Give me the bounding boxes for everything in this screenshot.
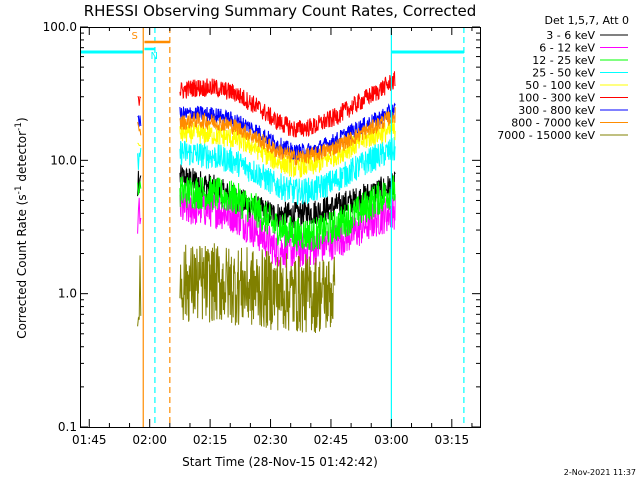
y-axis: 0.1 1.0 10.0 100.0: [43, 20, 480, 434]
x-axis: 01:45 02:00 02:15 02:30 02:45 03:00 03:15: [72, 27, 473, 447]
legend-label: 12 - 25 keV: [532, 54, 595, 67]
series-line-1: [179, 190, 396, 268]
footer-timestamp: 2-Nov-2021 11:37: [564, 468, 636, 477]
x-tick-label: 03:00: [374, 433, 409, 447]
x-tick-label: 03:15: [435, 433, 470, 447]
legend-header: Det 1,5,7, Att 0: [545, 14, 629, 27]
legend-label: 7000 - 15000 keV: [497, 129, 595, 142]
legend-label: 3 - 6 keV: [546, 29, 595, 42]
y-axis-label-main: Corrected Count Rate (s: [15, 194, 29, 338]
series-line-3: [179, 136, 396, 205]
series-pre-gap-3: [137, 148, 142, 170]
series-pre-gap-7: [137, 121, 142, 136]
y-tick-label: 10.0: [50, 153, 77, 167]
chart-title: RHESSI Observing Summary Count Rates, Co…: [84, 2, 477, 20]
x-tick-label: 01:45: [72, 433, 107, 447]
y-tick-label: 0.1: [58, 420, 77, 434]
plot-area: SN: [80, 27, 465, 427]
y-axis-label-sup2: -1: [14, 122, 24, 131]
x-tick-label: 02:15: [193, 433, 228, 447]
series-pre-gap-2: [137, 181, 142, 195]
series-line-4: [179, 120, 396, 178]
legend-label: 6 - 12 keV: [539, 42, 595, 55]
series-pre-gap-1: [137, 197, 142, 234]
marker-label-S: S: [131, 31, 137, 42]
series-pre-gap-6: [137, 114, 142, 127]
series-line-7: [179, 107, 396, 166]
y-axis-label-mid: detector: [15, 131, 29, 186]
y-axis-label-end: ): [15, 117, 29, 122]
x-tick-label: 02:00: [132, 433, 167, 447]
legend-label: 25 - 50 keV: [532, 67, 595, 80]
legend-label: 100 - 300 keV: [518, 92, 595, 105]
plot-frame: [80, 27, 481, 428]
legend-label: 300 - 800 keV: [518, 104, 595, 117]
x-tick-label: 02:30: [253, 433, 288, 447]
legend-label: 50 - 100 keV: [525, 79, 595, 92]
y-tick-label: 1.0: [58, 287, 77, 301]
x-tick-label: 02:45: [314, 433, 349, 447]
y-tick-label: 100.0: [43, 20, 77, 34]
series-pre-gap-4: [137, 142, 142, 147]
y-axis-label-sup1: -1: [14, 185, 24, 194]
marker-label-N: N: [150, 51, 157, 62]
series-pre-gap-5: [137, 95, 142, 106]
legend-label: 800 - 7000 keV: [511, 117, 595, 130]
series-line-5: [179, 71, 396, 138]
series-pre-gap-8: [137, 255, 142, 327]
x-axis-label: Start Time (28-Nov-15 01:42:42): [182, 455, 378, 469]
series-line-0: [179, 164, 396, 229]
series-line-8: [179, 243, 336, 334]
series-line-2: [179, 175, 396, 252]
y-axis-label: Corrected Count Rate (s-1 detector-1): [14, 117, 29, 338]
